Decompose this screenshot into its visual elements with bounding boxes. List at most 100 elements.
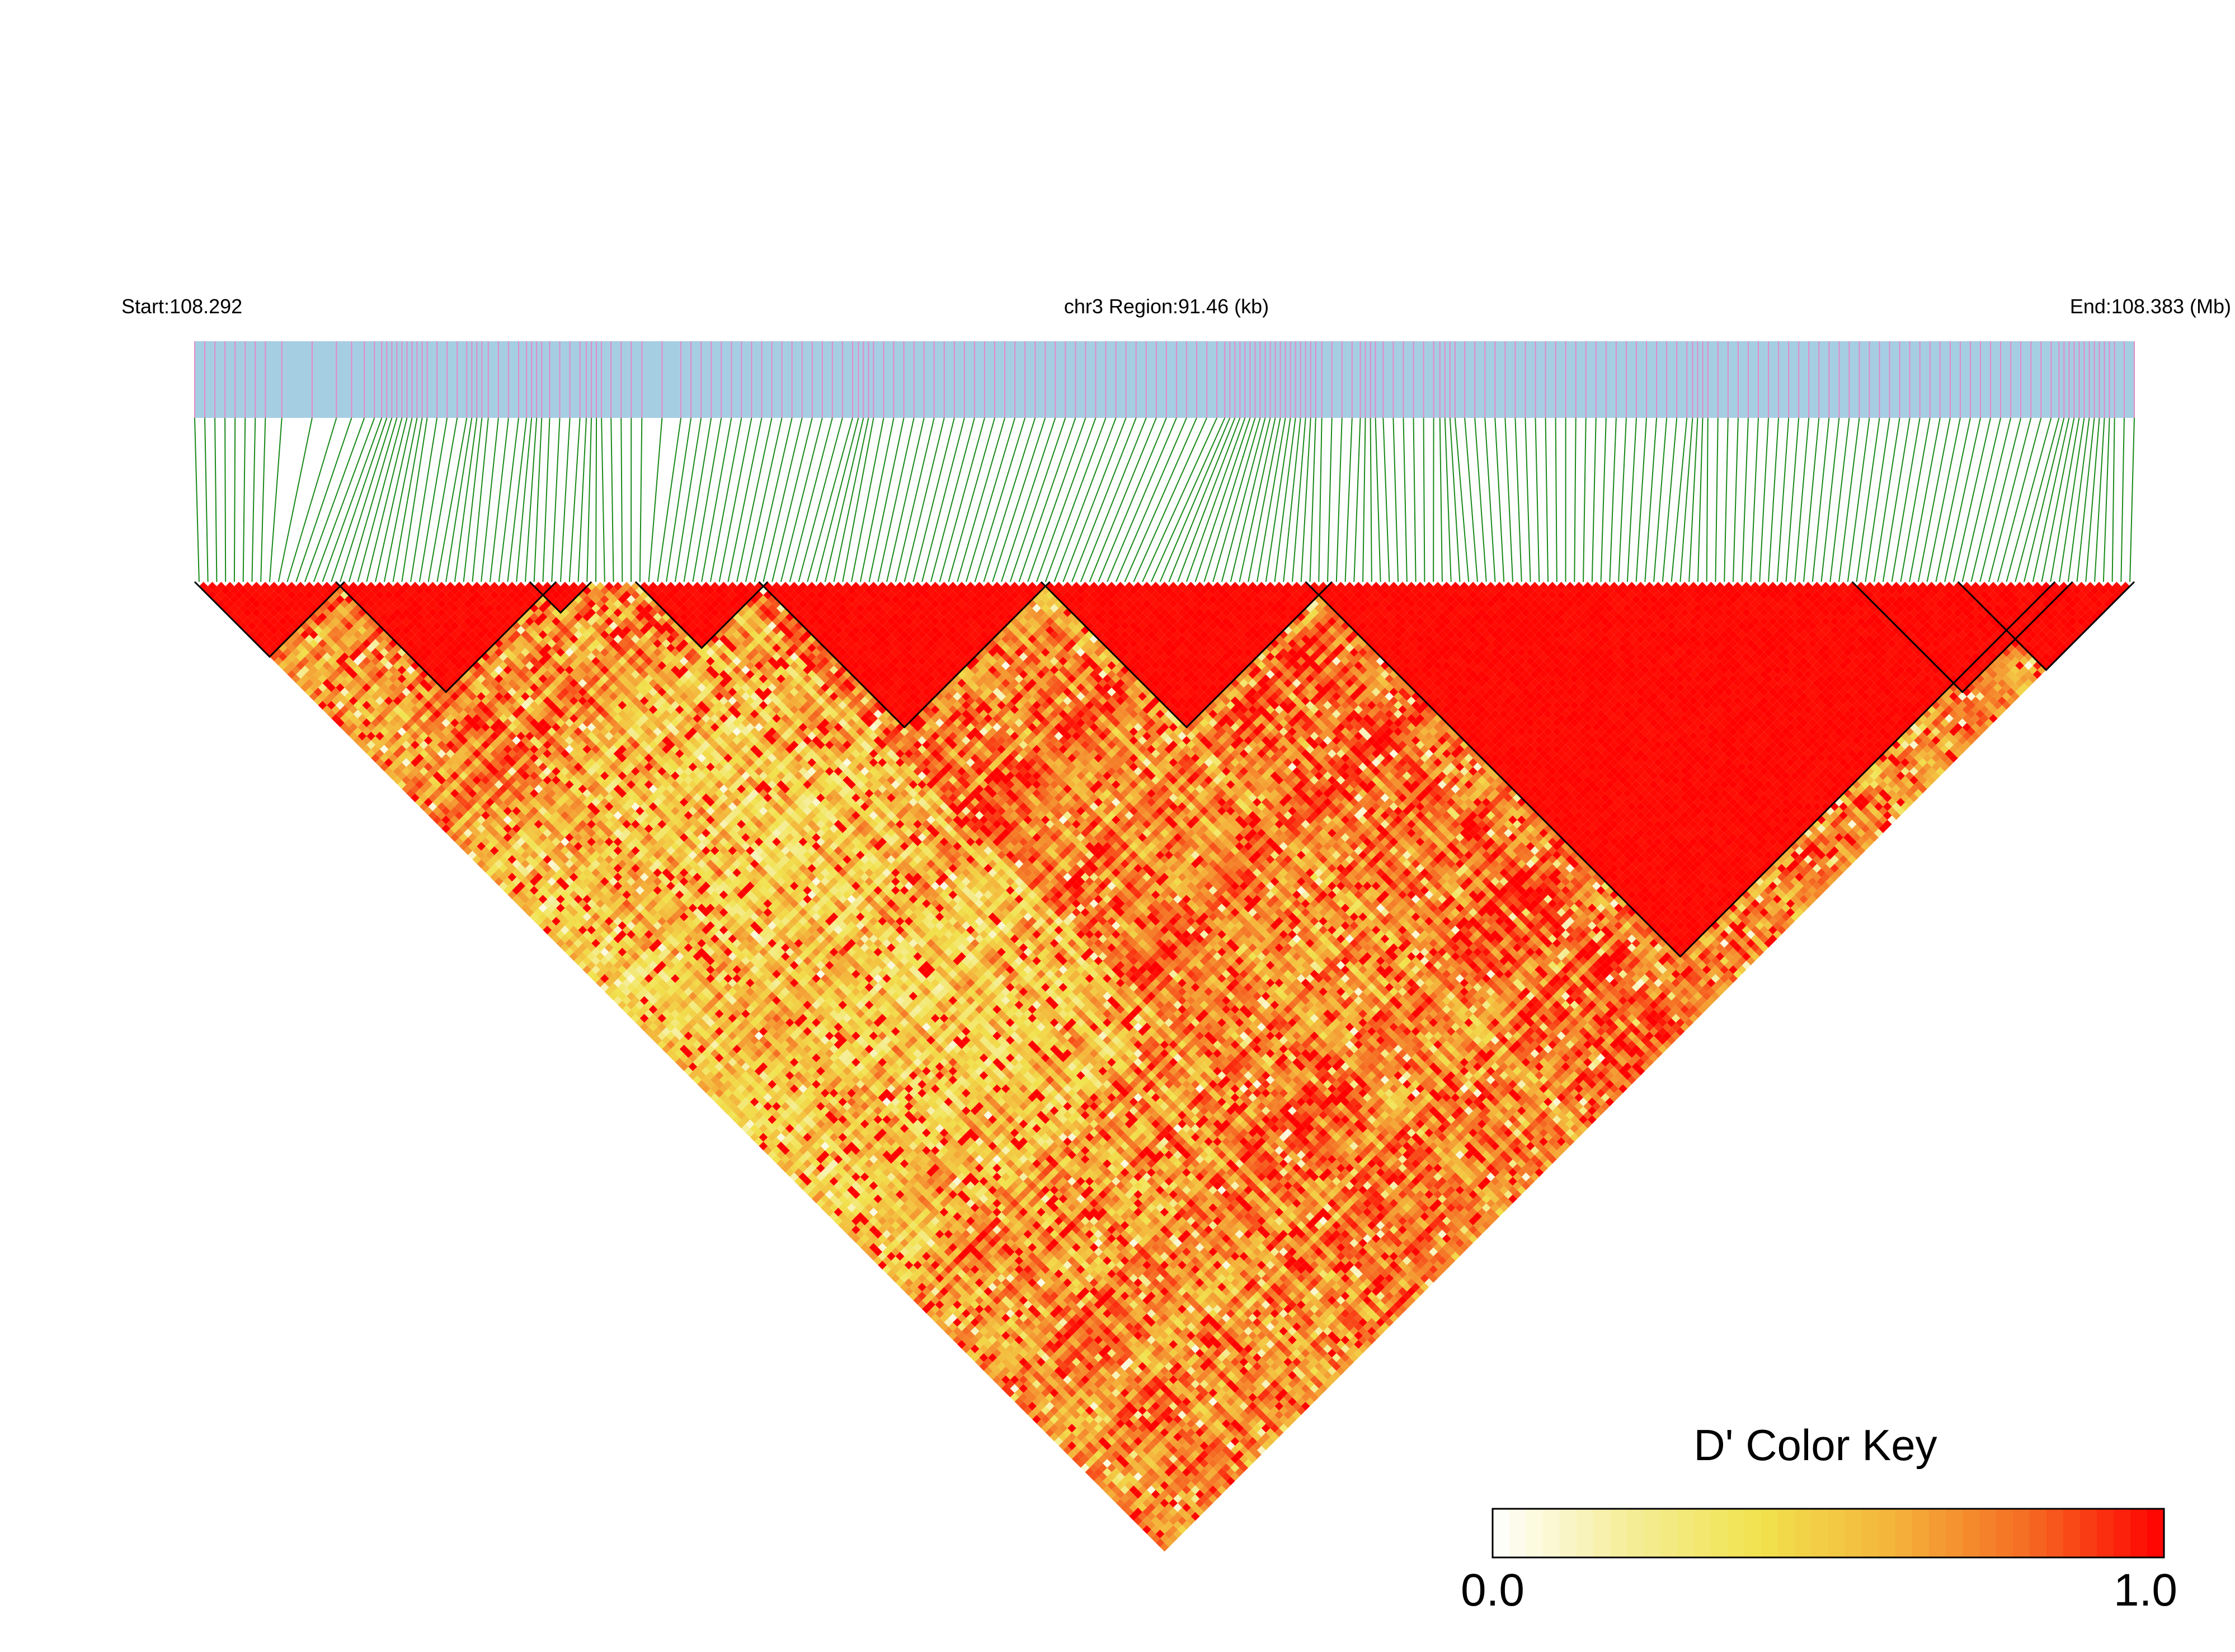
snp-position-track: [195, 341, 2134, 418]
snp-connector: [709, 417, 742, 582]
ld-cell: [873, 1256, 883, 1265]
snp-connector: [1142, 417, 1217, 582]
snp-connector: [524, 417, 538, 582]
snp-connector-lines: [194, 417, 2135, 582]
ld-cell: [278, 661, 288, 670]
ld-cell: [825, 1207, 834, 1217]
snp-connector: [1997, 417, 2042, 582]
ld-cell: [336, 709, 345, 719]
ld-cell: [1005, 1388, 1015, 1397]
snp-connector: [1535, 417, 1540, 582]
ld-cell: [843, 1225, 852, 1235]
ld-cell: [349, 723, 358, 732]
ld-cell: [662, 1044, 671, 1054]
ld-cell: [882, 1256, 891, 1265]
snp-connector: [348, 417, 398, 582]
ld-cell: [357, 740, 367, 750]
ld-cell: [807, 1181, 817, 1190]
ld-cell: [296, 670, 305, 679]
ld-cell: [490, 864, 499, 873]
snp-connector: [1759, 417, 1770, 582]
region-title: chr3 Region:91.46 (kb): [1064, 295, 1269, 318]
ld-cell: [393, 766, 402, 776]
snp-connector: [1882, 417, 1911, 582]
ld-cell: [745, 1128, 755, 1137]
ld-cell: [454, 837, 464, 846]
ld-cell: [424, 798, 433, 807]
snp-connector: [1970, 417, 2012, 582]
snp-connector: [2129, 417, 2135, 582]
snp-connector: [1382, 417, 1390, 582]
ld-cell: [803, 1176, 812, 1186]
ld-cell: [935, 1317, 944, 1327]
snp-connector: [1524, 417, 1531, 582]
snp-connector: [251, 417, 256, 582]
ld-cell: [247, 630, 257, 639]
ld-cell: [618, 1000, 627, 1010]
ld-cell: [1089, 1472, 1099, 1481]
ld-cell: [728, 1102, 737, 1111]
ld-cell: [666, 1049, 675, 1058]
ld-cell: [366, 740, 376, 750]
snp-connector: [1439, 417, 1443, 582]
snp-connector: [816, 417, 859, 582]
ld-cell: [1160, 1542, 1169, 1552]
snp-connector: [1194, 417, 1251, 582]
ld-cell: [247, 621, 257, 630]
ld-cell: [1032, 1415, 1041, 1424]
ld-cell: [379, 763, 389, 771]
snp-connector: [214, 417, 218, 582]
ld-cell: [609, 991, 618, 1001]
ld-cell: [895, 1269, 905, 1278]
ld-cell: [789, 1172, 799, 1182]
snp-connector: [1423, 417, 1425, 582]
ld-cell: [283, 656, 292, 666]
snp-connector: [427, 417, 458, 582]
ld-cell: [1028, 1410, 1037, 1420]
snp-connector: [516, 417, 533, 582]
snp-connector: [568, 417, 581, 582]
snp-connector: [2102, 417, 2110, 582]
snp-connector: [974, 417, 1026, 582]
ld-cell: [820, 1203, 830, 1212]
snp-connector: [1732, 417, 1739, 582]
snp-connector: [780, 417, 823, 582]
ld-cell: [208, 582, 217, 591]
snp-connector: [2024, 417, 2065, 582]
snp-connector: [1635, 417, 1648, 582]
ld-cell: [238, 613, 248, 622]
snp-connector: [313, 417, 375, 582]
ld-cell: [1155, 1538, 1165, 1547]
snp-connector: [1891, 417, 1921, 582]
ld-cell: [922, 1305, 931, 1314]
ld-cell: [864, 1247, 874, 1256]
ld-cell: [371, 754, 380, 763]
ld-cell: [988, 1371, 997, 1380]
ld-cell: [561, 934, 570, 944]
snp-connector: [1856, 417, 1880, 582]
snp-connector: [322, 417, 383, 582]
snp-connector: [1124, 417, 1197, 582]
snp-connector: [1403, 417, 1408, 582]
ld-cell: [864, 1239, 874, 1248]
ld-cell: [693, 1066, 702, 1076]
ld-cell: [644, 1027, 653, 1036]
ld-cell: [1133, 1516, 1143, 1526]
snp-connector: [1300, 417, 1311, 582]
snp-connector: [1212, 417, 1261, 582]
snp-connector: [436, 417, 468, 582]
snp-connector: [1062, 417, 1127, 582]
ld-cell: [494, 877, 504, 886]
snp-connector: [269, 417, 283, 582]
snp-connector: [418, 417, 448, 582]
ld-cell: [573, 956, 583, 966]
ld-cell: [441, 815, 451, 825]
ld-cell: [322, 696, 332, 705]
ld-cell: [265, 639, 274, 648]
snp-connector: [904, 417, 945, 582]
snp-connector: [948, 417, 995, 582]
ld-cell: [816, 1190, 825, 1199]
ld-cell: [891, 1265, 900, 1274]
ld-cell: [327, 709, 336, 719]
snp-connector: [745, 417, 783, 582]
